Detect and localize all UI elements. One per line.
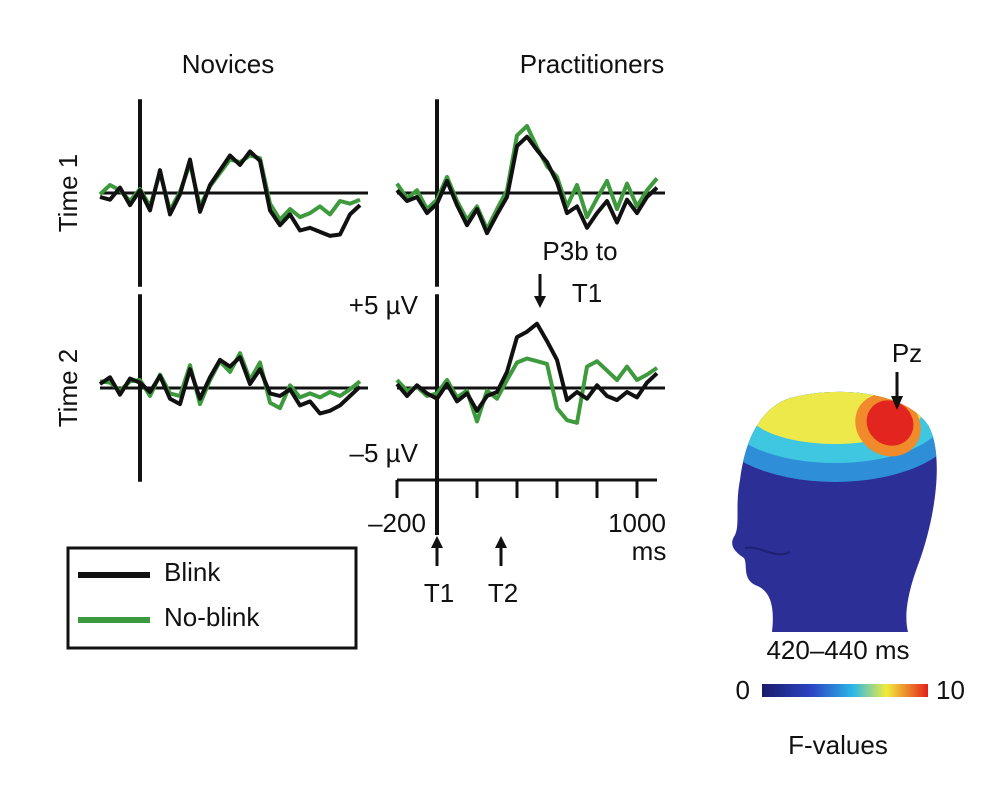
y-tick-label: –5 µV: [350, 438, 419, 468]
head-topography: [732, 391, 937, 632]
event-label: T2: [488, 578, 518, 608]
colorbar-tick-label: 0: [736, 675, 750, 705]
erp-line: [395, 134, 659, 236]
legend-label: Blink: [164, 557, 221, 587]
colorbar-label: F-values: [788, 730, 888, 760]
electrode-arrowhead: [891, 396, 903, 410]
erp-line: [99, 149, 362, 238]
row-title: Time 2: [53, 349, 83, 428]
row-title: Time 1: [53, 154, 83, 233]
column-title: Practitioners: [520, 49, 665, 79]
legend-box: [66, 546, 358, 650]
colorbar-tick-label: 10: [936, 675, 965, 705]
event-label: T1: [424, 578, 454, 608]
electrode-label: Pz: [892, 338, 922, 368]
y-tick-label: +5 µV: [349, 290, 419, 320]
legend-label: No-blink: [164, 602, 260, 632]
colorbar: [762, 684, 928, 697]
event-arrowhead: [495, 536, 507, 548]
annotation: P3b to: [542, 236, 617, 266]
x-tick-label: –200: [368, 508, 426, 538]
topography-window: 420–440 ms: [766, 635, 909, 665]
x-unit: ms: [632, 536, 667, 566]
event-arrowhead: [431, 536, 443, 548]
annotation-arrowhead: [534, 296, 546, 308]
erp-line: [395, 356, 659, 425]
annotation: T1: [572, 278, 602, 308]
erp-line: [98, 355, 362, 416]
erp-line: [395, 321, 659, 413]
column-title: Novices: [182, 49, 274, 79]
x-tick-label: 1000: [608, 508, 666, 538]
